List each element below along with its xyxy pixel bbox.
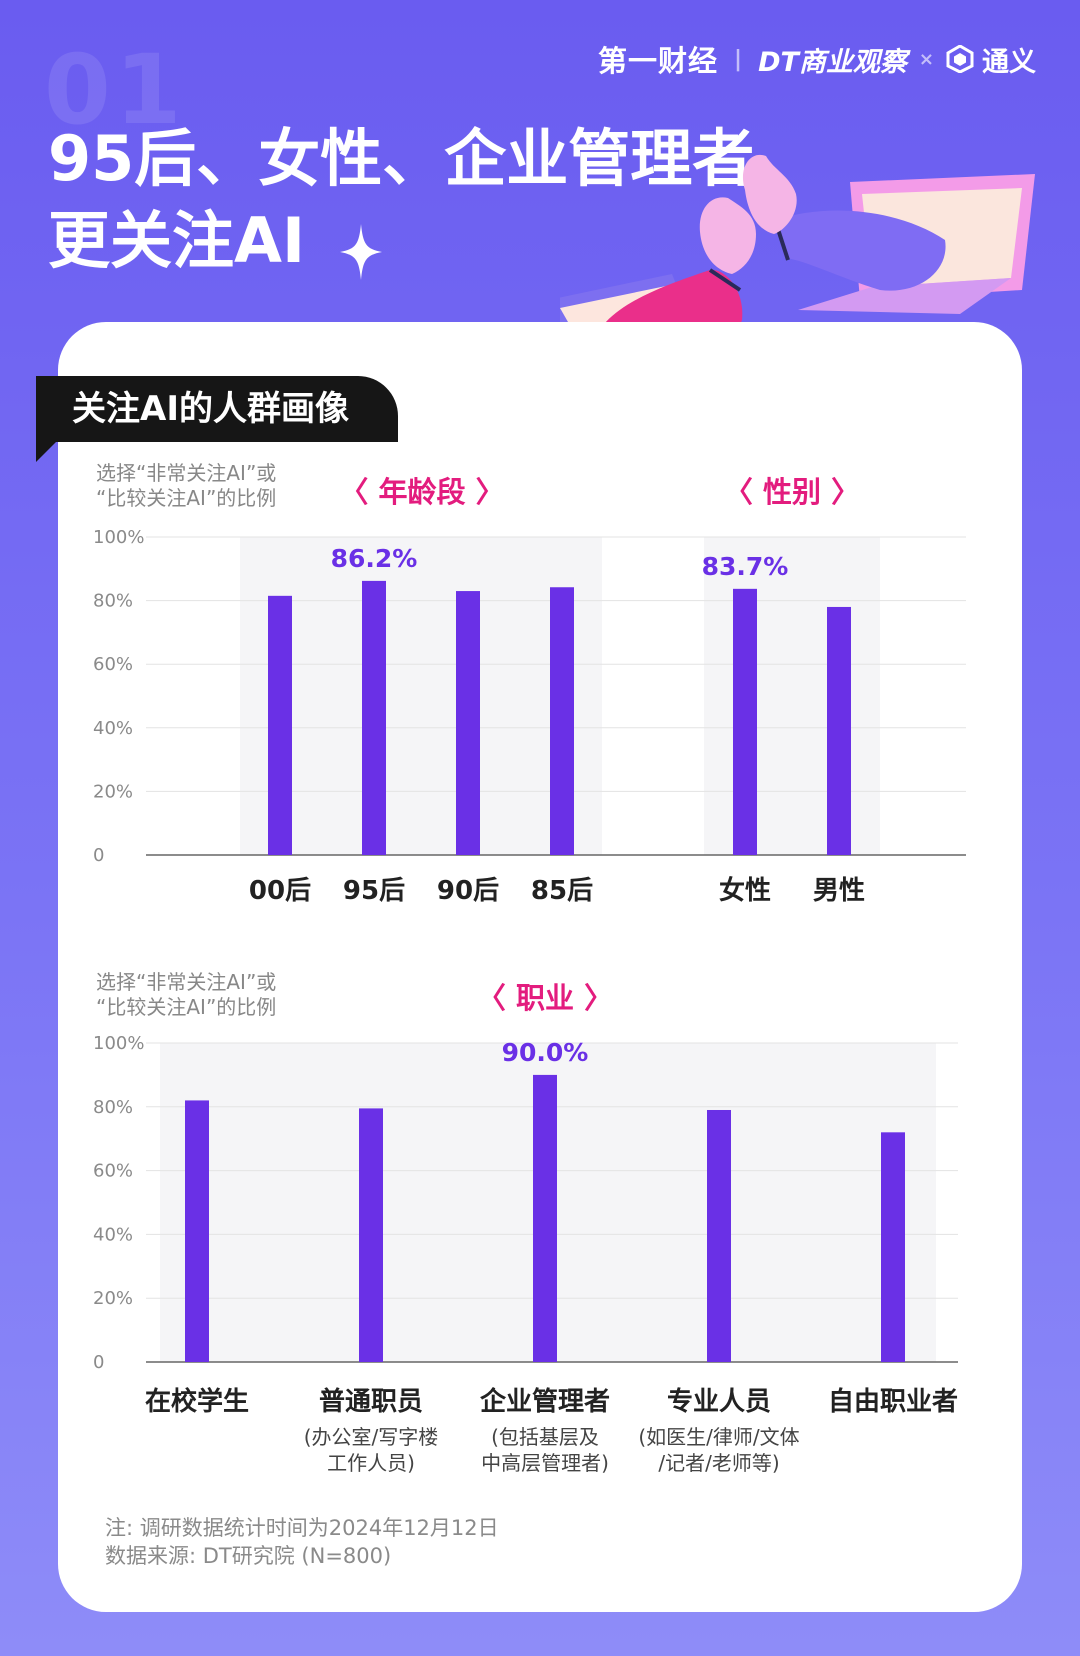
occupation-chart-x-tick-sublabel: (办公室/写字楼 xyxy=(304,1425,439,1449)
tongyi-logo-text: 通义 xyxy=(982,46,1036,78)
dt-logo: DT商业观察 xyxy=(758,46,907,78)
occupation-chart-x-tick-sublabel: (如医生/律师/文体 xyxy=(638,1425,799,1449)
occupation-chart-bar xyxy=(533,1074,557,1362)
tongyi-logo: 通义 xyxy=(946,40,1036,79)
occupation-chart-bar xyxy=(881,1132,905,1362)
card-tab-label: 关注AI的人群画像 xyxy=(36,376,398,462)
occupation-chart-x-tick-sublabel: /记者/老师等) xyxy=(658,1451,779,1475)
age-chart-x-tick-label: 00后 xyxy=(249,876,311,906)
footnote: 注: 调研数据统计时间为2024年12月12日 数据来源: DT研究院 (N=8… xyxy=(105,1514,499,1570)
occupation-chart-x-tick-label: 普通职员 xyxy=(319,1386,423,1417)
title-line-1: 95后、女性、企业管理者 xyxy=(48,122,755,195)
occupation-chart-y-axis-label: “比较关注AI”的比例 xyxy=(96,995,276,1019)
occupation-chart-bar xyxy=(185,1100,209,1362)
occupation-chart-x-tick-label: 专业人员 xyxy=(667,1387,771,1417)
occupation-chart-y-tick-label: 0 xyxy=(93,1352,104,1373)
top-chart-y-tick-label: 80% xyxy=(93,591,133,612)
age-chart-bar xyxy=(268,595,292,855)
top-chart-y-tick-label: 60% xyxy=(93,654,133,675)
gender-chart-x-tick-label: 男性 xyxy=(813,876,865,906)
logo-bar: 第一财经 | DT商业观察 × 通义 xyxy=(598,38,1036,80)
occupation-chart-x-tick-sublabel: (包括基层及 xyxy=(491,1425,599,1449)
occupation-chart-y-tick-label: 60% xyxy=(93,1161,133,1182)
logo-separator: | xyxy=(734,46,743,72)
occupation-chart-title: 〈 职业 〉 xyxy=(477,981,613,1015)
age-chart-bar xyxy=(456,591,480,855)
yicai-logo: 第一财经 xyxy=(598,44,719,78)
occupation-chart-x-tick-sublabel: 中高层管理者) xyxy=(481,1451,609,1475)
footnote-date: 注: 调研数据统计时间为2024年12月12日 xyxy=(105,1516,499,1540)
gender-chart-bar xyxy=(733,588,757,855)
age-chart-x-tick-label: 95后 xyxy=(343,876,405,906)
age-chart-bar xyxy=(550,587,574,855)
sparkle-icon xyxy=(340,224,382,280)
section-number: 01 xyxy=(44,34,186,146)
occupation-chart-y-tick-label: 40% xyxy=(93,1224,133,1245)
gender-chart-bar xyxy=(827,606,851,855)
top-chart-y-tick-label: 100% xyxy=(93,527,144,548)
gender-chart-data-label: 83.7% xyxy=(702,552,789,581)
page-title: 95后、女性、企业管理者 更关注AI xyxy=(48,118,754,282)
occupation-chart-y-axis-label: 选择“非常关注AI”或 xyxy=(96,970,276,994)
age-chart-data-label: 86.2% xyxy=(331,544,418,573)
top-chart-y-axis-label: “比较关注AI”的比例 xyxy=(96,486,276,510)
occupation-chart-data-label: 90.0% xyxy=(502,1038,589,1067)
occupation-chart-y-tick-label: 20% xyxy=(93,1288,133,1309)
occupation-chart-y-tick-label: 80% xyxy=(93,1097,133,1118)
top-chart-y-tick-label: 0 xyxy=(93,845,104,866)
gender-chart-x-tick-label: 女性 xyxy=(719,875,771,906)
occupation-chart-y-tick-label: 100% xyxy=(93,1033,144,1054)
age-chart-title: 〈 年龄段 〉 xyxy=(339,475,504,509)
age-chart-x-tick-label: 90后 xyxy=(437,876,499,906)
occupation-chart-x-tick-label: 在校学生 xyxy=(145,1386,249,1417)
top-chart-y-tick-label: 20% xyxy=(93,781,133,802)
occupation-chart-x-tick-label: 企业管理者 xyxy=(480,1386,610,1417)
gender-chart-title: 〈 性别 〉 xyxy=(724,475,860,509)
logo-cross: × xyxy=(918,48,934,70)
occupation-chart-bar xyxy=(359,1108,383,1362)
age-chart-bar xyxy=(362,580,386,855)
occupation-chart-x-tick-label: 自由职业者 xyxy=(828,1386,958,1417)
age-chart-x-tick-label: 85后 xyxy=(531,876,593,906)
tongyi-mark-icon xyxy=(946,45,974,73)
gender-chart-background xyxy=(704,537,880,855)
top-chart-y-axis-label: 选择“非常关注AI”或 xyxy=(96,461,276,485)
top-chart-y-tick-label: 40% xyxy=(93,718,133,739)
occupation-chart-x-tick-sublabel: 工作人员) xyxy=(327,1451,415,1475)
blue-arm-icon xyxy=(742,154,946,291)
title-line-2: 更关注AI xyxy=(48,204,306,277)
age-chart-background xyxy=(240,537,602,855)
footnote-source: 数据来源: DT研究院 (N=800) xyxy=(105,1544,392,1568)
occupation-chart-bar xyxy=(707,1109,731,1362)
